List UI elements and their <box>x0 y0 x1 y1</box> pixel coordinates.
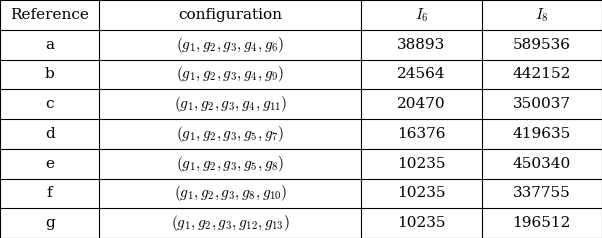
Text: $I_8$: $I_8$ <box>535 6 548 24</box>
Text: 10235: 10235 <box>397 216 445 230</box>
Text: $(g_1,g_2,g_3,g_4,g_9)$: $(g_1,g_2,g_3,g_4,g_9)$ <box>176 64 284 84</box>
Text: configuration: configuration <box>178 8 282 22</box>
Text: 350037: 350037 <box>513 97 571 111</box>
Text: Reference: Reference <box>10 8 89 22</box>
Text: d: d <box>45 127 55 141</box>
Text: $(g_1,g_2,g_3,g_4,g_{11})$: $(g_1,g_2,g_3,g_4,g_{11})$ <box>173 94 287 114</box>
Text: 337755: 337755 <box>513 186 571 200</box>
Text: 196512: 196512 <box>513 216 571 230</box>
Text: $(g_1,g_2,g_3,g_5,g_8)$: $(g_1,g_2,g_3,g_5,g_8)$ <box>176 154 284 174</box>
Text: 10235: 10235 <box>397 186 445 200</box>
Text: $(g_1,g_2,g_3,g_8,g_{10})$: $(g_1,g_2,g_3,g_8,g_{10})$ <box>173 183 287 203</box>
Text: $(g_1,g_2,g_3,g_5,g_7)$: $(g_1,g_2,g_3,g_5,g_7)$ <box>176 124 284 144</box>
Text: a: a <box>45 38 54 52</box>
Text: g: g <box>45 216 55 230</box>
Text: 10235: 10235 <box>397 157 445 171</box>
Text: 16376: 16376 <box>397 127 445 141</box>
Text: $(g_1,g_2,g_3,g_4,g_6)$: $(g_1,g_2,g_3,g_4,g_6)$ <box>176 35 284 55</box>
Text: 442152: 442152 <box>513 67 571 81</box>
Text: 24564: 24564 <box>397 67 445 81</box>
Text: 589536: 589536 <box>513 38 571 52</box>
Text: 38893: 38893 <box>397 38 445 52</box>
Text: 450340: 450340 <box>513 157 571 171</box>
Text: c: c <box>45 97 54 111</box>
Text: 20470: 20470 <box>397 97 445 111</box>
Text: 419635: 419635 <box>513 127 571 141</box>
Text: f: f <box>47 186 52 200</box>
Text: $(g_1,g_2,g_3,g_{12},g_{13})$: $(g_1,g_2,g_3,g_{12},g_{13})$ <box>171 213 290 233</box>
Text: b: b <box>45 67 55 81</box>
Text: e: e <box>45 157 54 171</box>
Text: $I_6$: $I_6$ <box>415 6 428 24</box>
